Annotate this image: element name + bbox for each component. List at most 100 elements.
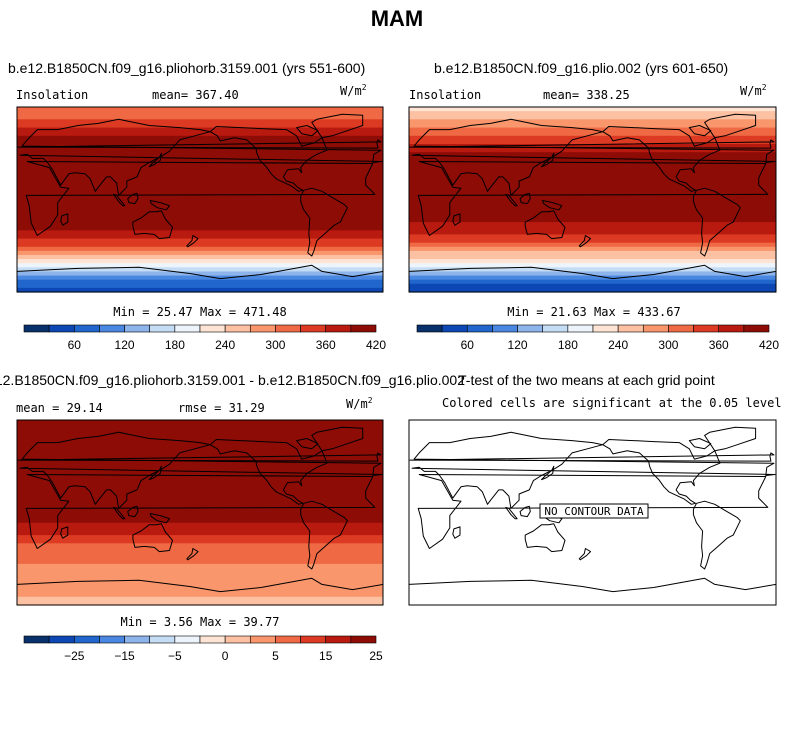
colorbar-swatch	[416, 324, 443, 333]
coastline-eurasia	[19, 431, 383, 509]
heatmap-band	[409, 119, 776, 125]
heatmap-band	[409, 172, 776, 178]
colorbar-swatch	[23, 324, 50, 333]
heatmap-band	[409, 164, 776, 170]
coastline-japan	[541, 152, 555, 168]
coastline-borneo	[127, 192, 139, 205]
panel-2-map	[408, 106, 777, 293]
heatmap-band	[17, 255, 383, 260]
page-title: MAM	[370, 6, 424, 31]
colorbar-swatch	[224, 324, 251, 333]
coastline-new-guinea	[542, 200, 563, 211]
heatmap-band	[17, 457, 383, 462]
colorbar-tick-label: 240	[215, 338, 235, 352]
heatmap-band	[409, 242, 776, 248]
coastline-madagascar	[452, 526, 461, 539]
no-data-label: NO CONTOUR DATA	[544, 505, 644, 518]
coastline-borneo	[519, 192, 531, 205]
heatmap-band	[17, 230, 383, 236]
heatmap-band	[17, 485, 383, 491]
coastline-australia	[132, 523, 173, 553]
panel-3-minmax: Min = 3.56 Max = 39.77	[120, 615, 280, 629]
heatmap-band	[409, 263, 776, 268]
heatmap-band	[17, 555, 383, 561]
coastline-africa	[417, 161, 769, 236]
heatmap-band	[17, 172, 383, 178]
colorbar-tick-label: 180	[165, 338, 185, 352]
heatmap-band	[17, 502, 383, 507]
colorbar-swatch	[23, 635, 50, 644]
coastline-eurasia	[411, 118, 776, 196]
heatmap-band	[409, 234, 776, 240]
heatmap-band	[409, 218, 776, 223]
heatmap-band	[17, 259, 383, 264]
coastline-baffin-island	[296, 125, 319, 137]
heatmap-band	[409, 226, 776, 231]
colorbar-swatch	[275, 635, 301, 644]
heatmap-band	[409, 222, 776, 227]
colorbar-swatch	[592, 324, 619, 333]
heatmap-band	[17, 115, 383, 120]
heatmap-band	[17, 551, 383, 557]
coastline-baffin-island	[296, 438, 319, 450]
heatmap-band	[17, 452, 383, 458]
coastline-greenland	[704, 113, 757, 139]
heatmap-band	[17, 531, 383, 536]
colorbar-swatch	[567, 324, 594, 333]
heatmap-band	[409, 238, 776, 244]
heatmap-band	[409, 209, 776, 215]
heatmap-band	[17, 526, 383, 532]
panel-1-variable-label: Insolation	[16, 88, 89, 102]
panel-4-map: NO CONTOUR DATA	[408, 419, 777, 606]
map-frame	[408, 106, 777, 293]
panel-4-title: T-test of the two means at each grid poi…	[458, 372, 715, 388]
heatmap-band	[409, 213, 776, 219]
colorbar-swatch	[249, 324, 276, 333]
heatmap-band	[17, 148, 383, 153]
colorbar-tick-label: −25	[64, 649, 85, 663]
panel-3-rmse: rmse = 31.29	[178, 401, 265, 415]
coastline-australia	[524, 523, 566, 553]
heatmap-band	[409, 189, 776, 194]
heatmap-band	[409, 111, 776, 116]
colorbar-swatch	[617, 324, 644, 333]
colorbar-swatch	[174, 324, 201, 333]
colorbar-swatch	[73, 324, 100, 333]
coastline-madagascar	[60, 526, 69, 539]
heatmap-band	[409, 139, 776, 145]
heatmap-band	[409, 255, 776, 260]
coastline-new-guinea	[149, 200, 170, 211]
heatmap-band	[17, 424, 383, 429]
heatmap-band	[17, 596, 383, 602]
heatmap-band	[17, 518, 383, 524]
colorbar-tick-label: 5	[272, 649, 279, 663]
heatmap-band	[409, 135, 776, 141]
heatmap-band	[17, 489, 383, 495]
heatmap-band	[17, 107, 383, 112]
heatmap-band	[17, 242, 383, 248]
heatmap-band	[17, 287, 383, 293]
colorbar-swatch	[174, 635, 201, 644]
heatmap-band	[17, 201, 383, 207]
panel-1-minmax: Min = 25.47 Max = 471.48	[113, 305, 287, 319]
heatmap-band	[409, 201, 776, 207]
colorbar-swatch	[199, 324, 226, 333]
heatmap-band	[17, 168, 383, 174]
heatmap-band	[17, 222, 383, 227]
coastline-south-america	[692, 500, 741, 570]
heatmap-band	[409, 230, 776, 236]
heatmap-band	[17, 189, 383, 194]
heatmap-band	[409, 271, 776, 277]
coastline-japan	[541, 465, 555, 481]
colorbar-swatch	[325, 635, 352, 644]
coastline-australia	[524, 210, 566, 240]
coastline-eurasia	[19, 118, 383, 196]
coastline-madagascar	[60, 213, 69, 226]
colorbar-tick-label: 60	[68, 338, 82, 352]
heatmap-band	[17, 226, 383, 231]
colorbar-swatch	[350, 324, 377, 333]
colorbar-tick-label: 420	[366, 338, 386, 352]
heatmap-band	[17, 580, 383, 586]
colorbar-swatch	[99, 635, 125, 644]
heatmap-band	[409, 185, 776, 190]
